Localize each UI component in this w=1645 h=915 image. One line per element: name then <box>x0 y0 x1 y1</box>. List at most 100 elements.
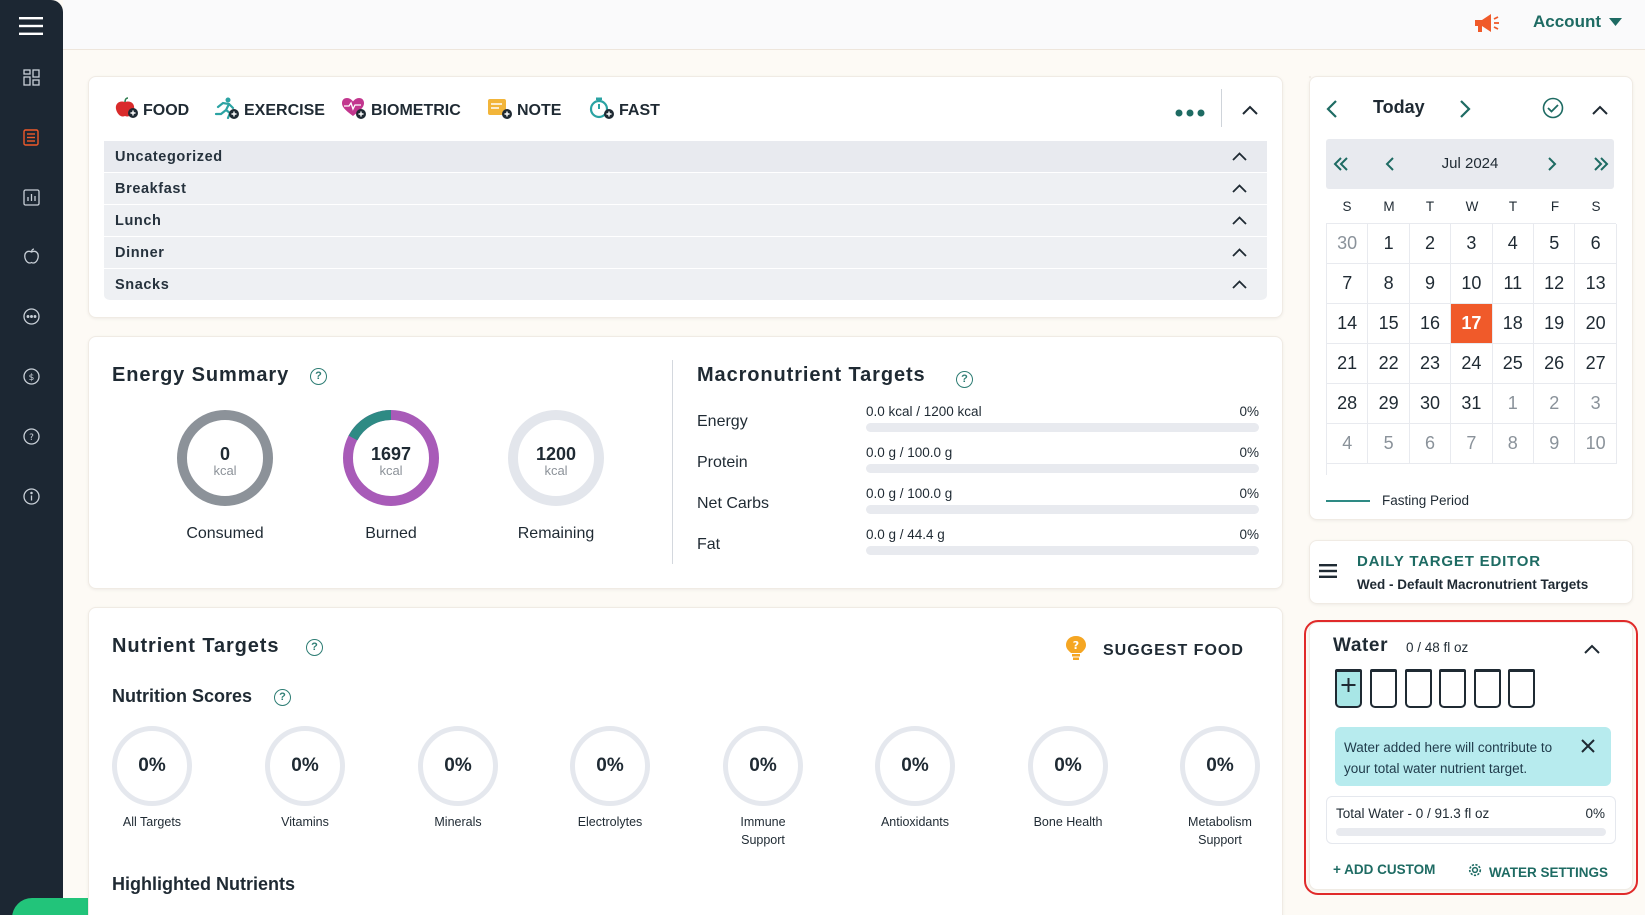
collapse-diary-icon[interactable] <box>1242 102 1258 120</box>
calendar-day[interactable]: 29 <box>1368 384 1410 424</box>
collapse-water-icon[interactable] <box>1584 641 1600 659</box>
month-label[interactable]: Jul 2024 <box>1441 155 1499 172</box>
calendar-day[interactable]: 10 <box>1451 264 1493 304</box>
tab-exercise[interactable]: EXERCISE <box>214 97 325 124</box>
tab-food[interactable]: FOOD <box>114 97 189 124</box>
calendar-day[interactable]: 25 <box>1492 344 1534 384</box>
trends-icon[interactable] <box>11 177 51 217</box>
calendar-day[interactable]: 5 <box>1368 424 1410 464</box>
calendar-day[interactable]: 28 <box>1327 384 1369 424</box>
calendar-day[interactable]: 17 <box>1451 304 1493 344</box>
category-uncategorized[interactable]: Uncategorized <box>104 141 1267 173</box>
calendar-day[interactable]: 6 <box>1575 224 1617 264</box>
calendar-day[interactable]: 8 <box>1368 264 1410 304</box>
score-immune-support[interactable]: 0% <box>723 726 803 806</box>
info-icon[interactable] <box>11 476 51 516</box>
calendar-day[interactable]: 1 <box>1368 224 1410 264</box>
menu-icon[interactable] <box>11 6 51 46</box>
category-lunch[interactable]: Lunch <box>104 205 1267 237</box>
account-menu[interactable]: Account <box>1533 12 1622 32</box>
calendar-day[interactable]: 13 <box>1575 264 1617 304</box>
help-icon[interactable]: ? <box>310 368 327 385</box>
tab-fast[interactable]: FAST <box>589 97 660 124</box>
calendar-day[interactable]: 8 <box>1492 424 1534 464</box>
calendar-day[interactable]: 27 <box>1575 344 1617 384</box>
calendar-day[interactable]: 6 <box>1409 424 1452 464</box>
prev-month-icon[interactable] <box>1385 156 1395 177</box>
close-icon[interactable] <box>1580 738 1596 759</box>
dashboard-icon[interactable] <box>11 57 51 97</box>
help-icon[interactable]: ? <box>11 416 51 456</box>
calendar-day[interactable]: 21 <box>1327 344 1369 384</box>
check-circle-icon[interactable] <box>1542 97 1564 124</box>
calendar-day[interactable]: 7 <box>1327 264 1369 304</box>
calendar-day[interactable]: 16 <box>1409 304 1452 344</box>
calendar-day[interactable]: 9 <box>1409 264 1452 304</box>
suggest-food-button[interactable]: ? SUGGEST FOOD <box>1065 635 1244 666</box>
tab-biometric[interactable]: BIOMETRIC <box>341 97 461 124</box>
foods-icon[interactable] <box>11 236 51 276</box>
help-icon[interactable]: ? <box>956 371 973 388</box>
score-minerals[interactable]: 0% <box>418 726 498 806</box>
more-options-icon[interactable] <box>1175 104 1205 122</box>
tab-note[interactable]: NOTE <box>487 97 561 124</box>
calendar-day[interactable]: 3 <box>1451 224 1493 264</box>
water-settings-button[interactable]: WATER SETTINGS <box>1467 862 1608 883</box>
calendar-day[interactable]: 1 <box>1492 384 1534 424</box>
subscription-icon[interactable]: $ <box>11 356 51 396</box>
calendar-day[interactable]: 26 <box>1534 344 1576 384</box>
calendar-day[interactable]: 23 <box>1409 344 1452 384</box>
calendar-day[interactable]: 20 <box>1575 304 1617 344</box>
water-cup[interactable] <box>1405 669 1432 708</box>
add-cup-button[interactable] <box>1335 669 1362 708</box>
calendar-day[interactable]: 12 <box>1534 264 1576 304</box>
chevron-up-icon[interactable] <box>1232 213 1247 229</box>
next-month-icon[interactable] <box>1547 156 1557 177</box>
score-antioxidants[interactable]: 0% <box>875 726 955 806</box>
score-vitamins[interactable]: 0% <box>265 726 345 806</box>
score-electrolytes[interactable]: 0% <box>570 726 650 806</box>
score-all-targets[interactable]: 0% <box>112 726 192 806</box>
today-label[interactable]: Today <box>1373 97 1425 117</box>
calendar-day[interactable]: 19 <box>1534 304 1576 344</box>
calendar-day[interactable]: 9 <box>1534 424 1576 464</box>
chevron-up-icon[interactable] <box>1232 245 1247 261</box>
next-day-icon[interactable] <box>1459 99 1471 124</box>
calendar-day[interactable]: 2 <box>1534 384 1576 424</box>
chevron-up-icon[interactable] <box>1232 277 1247 293</box>
calendar-day[interactable]: 10 <box>1575 424 1617 464</box>
calendar-day[interactable]: 4 <box>1327 424 1369 464</box>
score-bone-health[interactable]: 0% <box>1028 726 1108 806</box>
add-custom-button[interactable]: + ADD CUSTOM <box>1333 862 1436 877</box>
more-icon[interactable] <box>11 296 51 336</box>
category-snacks[interactable]: Snacks <box>104 269 1267 301</box>
calendar-day[interactable]: 14 <box>1327 304 1369 344</box>
calendar-day[interactable]: 18 <box>1492 304 1534 344</box>
calendar-day[interactable]: 15 <box>1368 304 1410 344</box>
collapse-calendar-icon[interactable] <box>1592 102 1608 120</box>
help-icon[interactable]: ? <box>306 639 323 656</box>
announcement-icon[interactable] <box>1472 11 1500 40</box>
calendar-day[interactable]: 22 <box>1368 344 1410 384</box>
calendar-day[interactable]: 31 <box>1451 384 1493 424</box>
prev-day-icon[interactable] <box>1326 99 1338 124</box>
calendar-day[interactable]: 4 <box>1492 224 1534 264</box>
calendar-day[interactable]: 5 <box>1534 224 1576 264</box>
calendar-day[interactable]: 24 <box>1451 344 1493 384</box>
chevron-up-icon[interactable] <box>1232 149 1247 165</box>
calendar-day[interactable]: 30 <box>1327 224 1369 264</box>
calendar-day[interactable]: 11 <box>1492 264 1534 304</box>
category-dinner[interactable]: Dinner <box>104 237 1267 269</box>
chevron-up-icon[interactable] <box>1232 181 1247 197</box>
score-metabolism-support[interactable]: 0% <box>1180 726 1260 806</box>
prev-year-icon[interactable] <box>1333 156 1349 177</box>
help-icon[interactable]: ? <box>274 689 291 706</box>
water-cup[interactable] <box>1370 669 1397 708</box>
calendar-day[interactable]: 30 <box>1409 384 1452 424</box>
calendar-day[interactable]: 7 <box>1451 424 1493 464</box>
calendar-day[interactable]: 2 <box>1409 224 1452 264</box>
diary-icon[interactable] <box>11 117 51 157</box>
water-cup[interactable] <box>1439 669 1466 708</box>
water-cup[interactable] <box>1474 669 1501 708</box>
water-cup[interactable] <box>1508 669 1535 708</box>
